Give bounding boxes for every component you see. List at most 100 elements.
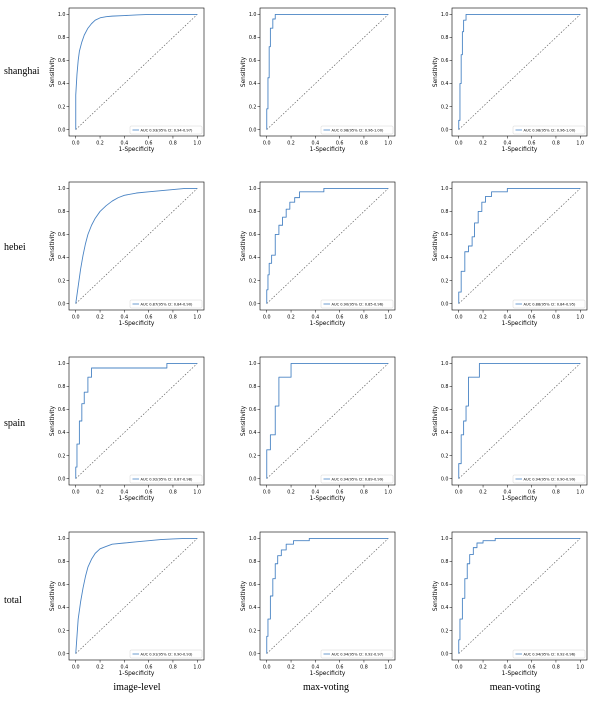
x-tick-label: 1.0	[384, 141, 392, 147]
y-tick-label: 0.8	[58, 209, 66, 215]
legend-box	[320, 299, 394, 309]
y-tick-label: 0.2	[441, 278, 449, 284]
legend-box	[512, 649, 586, 659]
x-tick-label: 0.6	[528, 665, 536, 671]
x-tick-label: 0.2	[479, 665, 487, 671]
y-tick-label: 0.8	[249, 35, 257, 41]
axes-frame	[259, 181, 396, 311]
roc-spain-image-level-panel: 0.0 0.2 0.4 0.6 0.8 1.0 0.0 0.2 0.4 0.6 0.8 1.0 1-Sp…	[50, 356, 205, 502]
column-label-image-level: image-level	[113, 682, 161, 693]
y-tick-label: 1.0	[441, 12, 449, 18]
axes-frame	[451, 356, 588, 486]
x-tick-label: 0.0	[455, 141, 463, 147]
x-tick-label: 0.0	[263, 315, 271, 321]
y-tick-label: 0.6	[58, 232, 66, 238]
y-tick-label: 0.6	[441, 582, 449, 588]
x-tick-label: 0.8	[360, 315, 368, 321]
row-label-shanghai: shanghai	[4, 66, 40, 77]
y-tick-label: 0.0	[58, 301, 66, 307]
chance-diagonal	[458, 363, 581, 479]
roc-hebei-image-level-panel: 0.0 0.2 0.4 0.6 0.8 1.0 0.0 0.2 0.4 0.6 0.8 1.0 1-Sp…	[50, 181, 205, 327]
x-tick-label: 0.8	[552, 315, 560, 321]
y-tick-label: 0.2	[58, 628, 66, 634]
legend-box	[512, 299, 586, 309]
x-tick-label: 0.6	[336, 141, 344, 147]
x-tick-label: 0.6	[145, 315, 153, 321]
x-tick-label: 0.0	[455, 490, 463, 496]
y-tick-label: 0.6	[58, 407, 66, 413]
x-tick-label: 0.4	[504, 315, 512, 321]
axes-frame	[68, 531, 205, 661]
x-tick-label: 0.4	[504, 665, 512, 671]
x-tick-label: 0.2	[287, 665, 295, 671]
chance-diagonal	[75, 538, 198, 654]
x-tick-label: 0.6	[336, 665, 344, 671]
chance-diagonal	[75, 188, 198, 304]
x-tick-label: 0.4	[312, 141, 320, 147]
y-tick-label: 0.4	[441, 81, 449, 87]
x-tick-label: 0.6	[528, 141, 536, 147]
chance-diagonal	[75, 14, 198, 130]
y-tick-label: 1.0	[249, 361, 257, 367]
x-tick-label: 0.6	[336, 315, 344, 321]
y-tick-label: 0.6	[249, 407, 257, 413]
roc-shanghai-image-level-panel: 0.0 0.2 0.4 0.6 0.8 1.0 0.0 0.2 0.4 0.6 0.8 1.0 1-Sp…	[50, 7, 205, 153]
x-tick-label: 0.8	[360, 490, 368, 496]
y-tick-label: 0.6	[249, 58, 257, 64]
y-tick-label: 1.0	[58, 186, 66, 192]
x-tick-label: 0.8	[169, 141, 177, 147]
y-tick-label: 0.4	[249, 430, 257, 436]
y-tick-label: 1.0	[249, 536, 257, 542]
y-axis-label: Sensitivity	[433, 56, 439, 87]
y-tick-label: 0.4	[249, 81, 257, 87]
axes-frame	[451, 7, 588, 137]
x-axis-label: 1-Specificity	[119, 147, 155, 153]
y-tick-label: 0.6	[249, 232, 257, 238]
x-tick-label: 0.0	[455, 315, 463, 321]
y-tick-label: 1.0	[441, 186, 449, 192]
chance-diagonal	[458, 188, 581, 304]
y-tick-label: 0.2	[249, 104, 257, 110]
y-tick-label: 0.4	[441, 255, 449, 261]
y-tick-label: 1.0	[58, 536, 66, 542]
y-tick-label: 1.0	[441, 536, 449, 542]
y-tick-label: 0.0	[441, 301, 449, 307]
roc-hebei-max-voting-panel: 0.0 0.2 0.4 0.6 0.8 1.0 0.0 0.2 0.4 0.6 0.8 1.0 1-Sp…	[241, 181, 396, 327]
y-tick-label: 0.8	[58, 559, 66, 565]
x-tick-label: 0.0	[72, 141, 80, 147]
x-axis-label: 1-Specificity	[502, 321, 538, 327]
chance-diagonal	[458, 14, 581, 130]
x-tick-label: 0.8	[169, 315, 177, 321]
y-axis-label: Sensitivity	[50, 405, 56, 436]
legend-box	[129, 474, 203, 484]
x-tick-label: 0.6	[145, 141, 153, 147]
y-tick-label: 0.8	[441, 559, 449, 565]
axes-frame	[68, 356, 205, 486]
y-tick-label: 0.4	[58, 605, 66, 611]
roc-curve	[75, 187, 198, 304]
x-tick-label: 1.0	[576, 141, 584, 147]
y-tick-label: 0.4	[58, 81, 66, 87]
chance-diagonal	[75, 363, 198, 479]
y-tick-label: 0.2	[441, 628, 449, 634]
y-tick-label: 0.2	[249, 628, 257, 634]
y-axis-label: Sensitivity	[241, 580, 247, 611]
y-tick-label: 0.4	[249, 605, 257, 611]
roc-curve	[266, 187, 389, 304]
y-tick-label: 0.8	[58, 35, 66, 41]
y-tick-label: 0.0	[441, 476, 449, 482]
roc-curve	[266, 13, 389, 130]
x-tick-label: 0.2	[287, 490, 295, 496]
roc-shanghai-max-voting-panel: 0.0 0.2 0.4 0.6 0.8 1.0 0.0 0.2 0.4 0.6 0.8 1.0 1-Sp…	[241, 7, 396, 153]
x-tick-label: 0.2	[96, 665, 104, 671]
y-axis-label: Sensitivity	[241, 56, 247, 87]
legend-label: AUC 0.92(95% CI: 0.87-0.98)	[141, 477, 193, 481]
legend-label: AUC 0.90(95% CI: 0.85-0.96)	[332, 302, 384, 306]
chance-diagonal	[266, 188, 389, 304]
x-tick-label: 1.0	[384, 490, 392, 496]
x-tick-label: 0.6	[145, 665, 153, 671]
legend-label: AUC 0.94(95% CI: 0.92-0.96)	[524, 652, 576, 656]
x-tick-label: 0.4	[121, 141, 129, 147]
